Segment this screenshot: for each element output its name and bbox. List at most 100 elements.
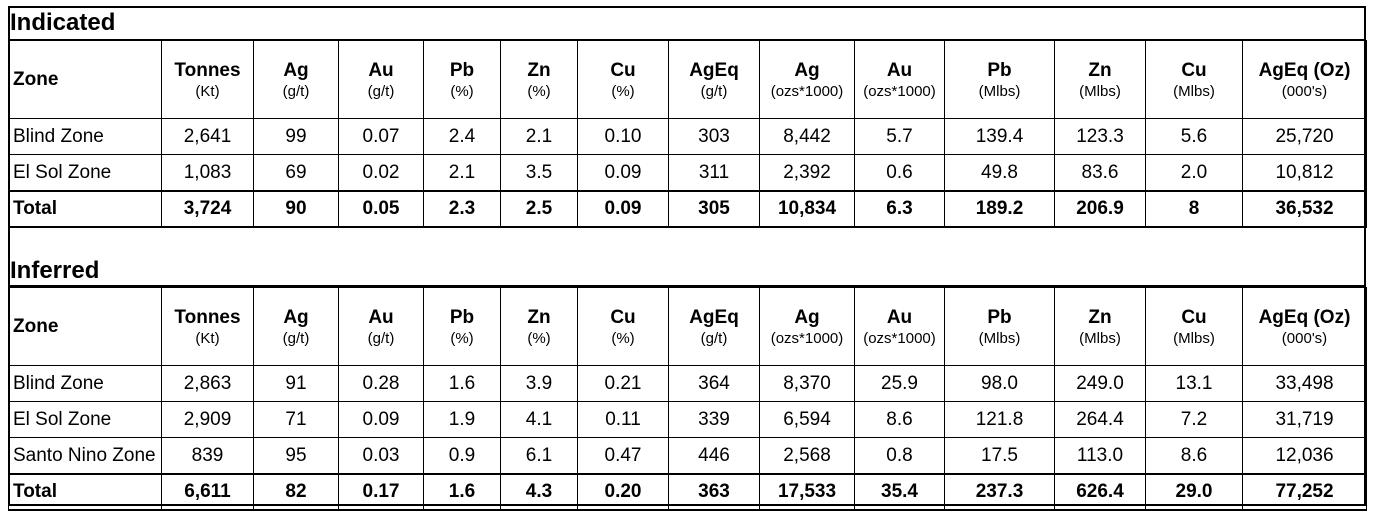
value-cell: 5.7 [854, 118, 945, 155]
table-row: Santo Nino Zone 839 95 0.03 0.9 6.1 0.47 446 2,5… [8, 437, 1367, 474]
column-header: Pb (%) [423, 287, 501, 366]
value-cell: 0.09 [577, 154, 669, 191]
total-value-cell: 0.20 [577, 472, 669, 510]
total-value-cell: 2.5 [500, 189, 578, 227]
value-cell: 0.09 [338, 401, 424, 438]
column-header-unit: (Mlbs) [978, 329, 1021, 347]
value-cell: 2.1 [500, 118, 578, 155]
total-value-cell: 206.9 [1054, 189, 1146, 227]
column-header-name: Ag [283, 306, 309, 328]
column-header-name: Au [886, 306, 913, 328]
total-value-cell: 0.05 [338, 189, 424, 227]
column-header: Tonnes (Kt) [161, 40, 254, 119]
section-divider [8, 285, 1366, 287]
table-row: El Sol Zone 2,909 71 0.09 1.9 4.1 0.11 339 6,594… [8, 401, 1367, 438]
column-header: Au (g/t) [338, 287, 424, 366]
column-header-name: Pb [449, 59, 475, 81]
column-header-unit: (%) [450, 82, 474, 100]
column-header-unit: (Kt) [195, 329, 220, 347]
column-header-name: Ag [283, 59, 309, 81]
value-cell: 2.0 [1145, 154, 1243, 191]
column-header: Tonnes (Kt) [161, 287, 254, 366]
value-cell: 311 [668, 154, 760, 191]
column-header: AgEq (g/t) [668, 40, 760, 119]
column-header-unit: (g/t) [700, 82, 728, 100]
value-cell: 71 [253, 401, 339, 438]
section-title-indicated: Indicated [10, 9, 116, 36]
column-header-unit: (g/t) [700, 329, 728, 347]
zone-name-cell: El Sol Zone [8, 154, 162, 191]
value-cell: 7.2 [1145, 401, 1243, 438]
value-cell: 83.6 [1054, 154, 1146, 191]
value-cell: 12,036 [1242, 437, 1367, 474]
value-cell: 98.0 [944, 365, 1055, 402]
column-header: Au (g/t) [338, 40, 424, 119]
column-header-name: Au [886, 59, 913, 81]
column-header: Au (ozs*1000) [854, 287, 945, 366]
total-value-cell: 17,533 [759, 472, 855, 510]
column-header-name: Pb [449, 306, 475, 328]
column-header-name: Zone [13, 69, 59, 90]
column-header-unit: (g/t) [282, 82, 310, 100]
value-cell: 0.9 [423, 437, 501, 474]
value-cell: 2.1 [423, 154, 501, 191]
value-cell: 0.8 [854, 437, 945, 474]
value-cell: 0.11 [577, 401, 669, 438]
value-cell: 13.1 [1145, 365, 1243, 402]
total-value-cell: 237.3 [944, 472, 1055, 510]
column-header: Zone [8, 40, 162, 119]
total-value-cell: 6.3 [854, 189, 945, 227]
column-header-name: Ag [794, 59, 820, 81]
value-cell: 139.4 [944, 118, 1055, 155]
value-cell: 1.6 [423, 365, 501, 402]
value-cell: 49.8 [944, 154, 1055, 191]
value-cell: 113.0 [1054, 437, 1146, 474]
column-header-name: Zn [1088, 59, 1112, 81]
value-cell: 3.5 [500, 154, 578, 191]
total-value-cell: 305 [668, 189, 760, 227]
column-header-unit: (%) [450, 329, 474, 347]
total-row: Total 3,724 90 0.05 2.3 2.5 0.09 305 10,834 6.3 18… [8, 189, 1367, 227]
column-header: AgEq (Oz) (000's) [1242, 287, 1367, 366]
column-header: Au (ozs*1000) [854, 40, 945, 119]
value-cell: 3.9 [500, 365, 578, 402]
column-header: Zn (Mlbs) [1054, 40, 1146, 119]
column-header-name: AgEq (Oz) [1258, 59, 1351, 81]
value-cell: 8.6 [1145, 437, 1243, 474]
column-header: Pb (Mlbs) [944, 287, 1055, 366]
value-cell: 8,370 [759, 365, 855, 402]
value-cell: 0.47 [577, 437, 669, 474]
column-header-unit: (Mlbs) [1079, 82, 1121, 100]
total-label-cell: Total [8, 189, 162, 227]
value-cell: 95 [253, 437, 339, 474]
total-value-cell: 35.4 [854, 472, 945, 510]
column-header-name: AgEq [689, 59, 739, 81]
column-header: Ag (g/t) [253, 40, 339, 119]
column-header-name: AgEq [689, 306, 739, 328]
column-header-unit: (Kt) [195, 82, 220, 100]
total-value-cell: 29.0 [1145, 472, 1243, 510]
value-cell: 10,812 [1242, 154, 1367, 191]
column-header-name: Cu [1181, 59, 1207, 81]
value-cell: 91 [253, 365, 339, 402]
value-cell: 6.1 [500, 437, 578, 474]
zone-name-cell: Santo Nino Zone [8, 437, 162, 474]
value-cell: 2,568 [759, 437, 855, 474]
total-value-cell: 77,252 [1242, 472, 1367, 510]
total-label-cell: Total [8, 472, 162, 510]
value-cell: 0.28 [338, 365, 424, 402]
header-row: Zone Tonnes (Kt) Ag (g/t) Au (g/t) Pb (%) Zn (%) Cu… [8, 287, 1367, 366]
section-title-inferred: Inferred [10, 257, 100, 284]
column-header-unit: (%) [611, 82, 635, 100]
column-header-unit: (ozs*1000) [770, 82, 844, 100]
column-header-name: Tonnes [174, 59, 241, 81]
value-cell: 0.21 [577, 365, 669, 402]
total-value-cell: 4.3 [500, 472, 578, 510]
value-cell: 339 [668, 401, 760, 438]
column-header-name: Zn [1088, 306, 1112, 328]
value-cell: 0.6 [854, 154, 945, 191]
column-header-unit: (Mlbs) [978, 82, 1021, 100]
value-cell: 264.4 [1054, 401, 1146, 438]
column-header: Cu (Mlbs) [1145, 40, 1243, 119]
column-header-unit: (000's) [1281, 82, 1328, 100]
